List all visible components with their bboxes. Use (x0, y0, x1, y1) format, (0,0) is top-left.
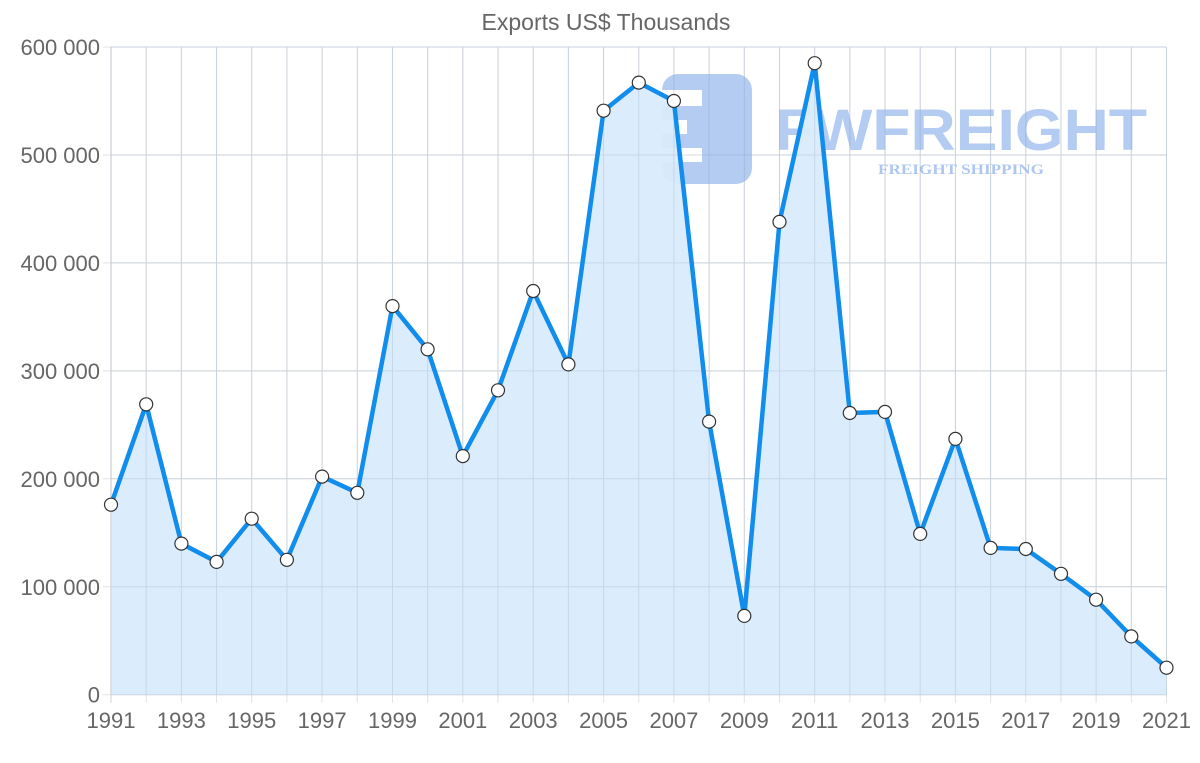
watermark-tagline: FREIGHT SHIPPING (878, 162, 1044, 178)
data-point[interactable] (561, 357, 576, 372)
data-point[interactable] (385, 299, 400, 314)
y-tick-label: 100 000 (20, 575, 100, 600)
data-points (103, 56, 1174, 675)
data-point[interactable] (772, 214, 787, 229)
data-point[interactable] (913, 526, 928, 542)
data-point[interactable] (455, 449, 470, 464)
data-point[interactable] (631, 75, 646, 90)
x-tick-label: 2021 (1142, 708, 1191, 733)
x-tick-label: 2011 (791, 708, 838, 733)
data-point[interactable] (1124, 629, 1139, 644)
data-point[interactable] (1053, 566, 1069, 581)
x-tick-label: 2003 (509, 708, 558, 733)
y-tick-label: 500 000 (20, 143, 100, 168)
data-point[interactable] (315, 469, 330, 484)
data-point[interactable] (490, 383, 506, 398)
data-point[interactable] (666, 93, 682, 109)
x-tick-label: 1993 (157, 708, 206, 733)
y-tick-label: 0 (88, 683, 100, 708)
grid-lines-overlay (110, 46, 1167, 696)
x-tick-label: 2019 (1072, 708, 1121, 733)
x-tick-label: 2009 (720, 708, 769, 733)
data-point[interactable] (350, 485, 365, 500)
x-tick-label: 2017 (1001, 708, 1050, 733)
chart-title: Exports US$ Thousands (482, 9, 731, 35)
data-point[interactable] (209, 554, 224, 570)
y-axis-labels: 0 100 000 200 000 300 000 400 000 500 000 600 … (20, 35, 100, 708)
x-tick-label: 2001 (438, 708, 487, 733)
y-tick-label: 200 000 (20, 467, 100, 492)
data-point[interactable] (103, 497, 119, 512)
x-tick-label: 2005 (579, 708, 628, 733)
x-tick-label: 1999 (368, 708, 417, 733)
x-tick-label: 1995 (227, 708, 276, 733)
area-fill (111, 63, 1167, 695)
data-point[interactable] (1159, 660, 1174, 675)
data-point[interactable] (279, 552, 294, 567)
data-point[interactable] (842, 405, 857, 421)
y-tick-label: 600 000 (20, 35, 100, 60)
data-point[interactable] (139, 397, 154, 412)
watermark-brand: FWFREIGHT (775, 98, 1147, 163)
data-point[interactable] (983, 540, 998, 556)
x-tick-label: 1991 (87, 708, 136, 733)
y-tick-label: 400 000 (20, 251, 100, 276)
x-tick-label: 2013 (861, 708, 910, 733)
data-point[interactable] (420, 342, 435, 357)
x-axis-labels: 1991 1993 1995 1997 1999 2001 2003 2005 2007 2009… (87, 708, 1191, 733)
data-point[interactable] (948, 431, 963, 446)
watermark: FWFREIGHT FREIGHT SHIPPING (662, 74, 1147, 184)
data-point[interactable] (1088, 592, 1104, 607)
x-tick-label: 2015 (931, 708, 980, 733)
data-point[interactable] (701, 414, 717, 429)
data-point[interactable] (526, 283, 541, 299)
data-point[interactable] (244, 511, 259, 526)
y-tick-label: 300 000 (20, 359, 100, 384)
data-point[interactable] (807, 56, 822, 71)
x-tick-label: 1997 (298, 708, 347, 733)
data-point[interactable] (1018, 541, 1033, 557)
data-point[interactable] (174, 536, 189, 551)
data-point[interactable] (877, 404, 893, 419)
x-tick-label: 2007 (649, 708, 698, 733)
data-point[interactable] (737, 608, 752, 624)
data-point[interactable] (596, 103, 611, 118)
